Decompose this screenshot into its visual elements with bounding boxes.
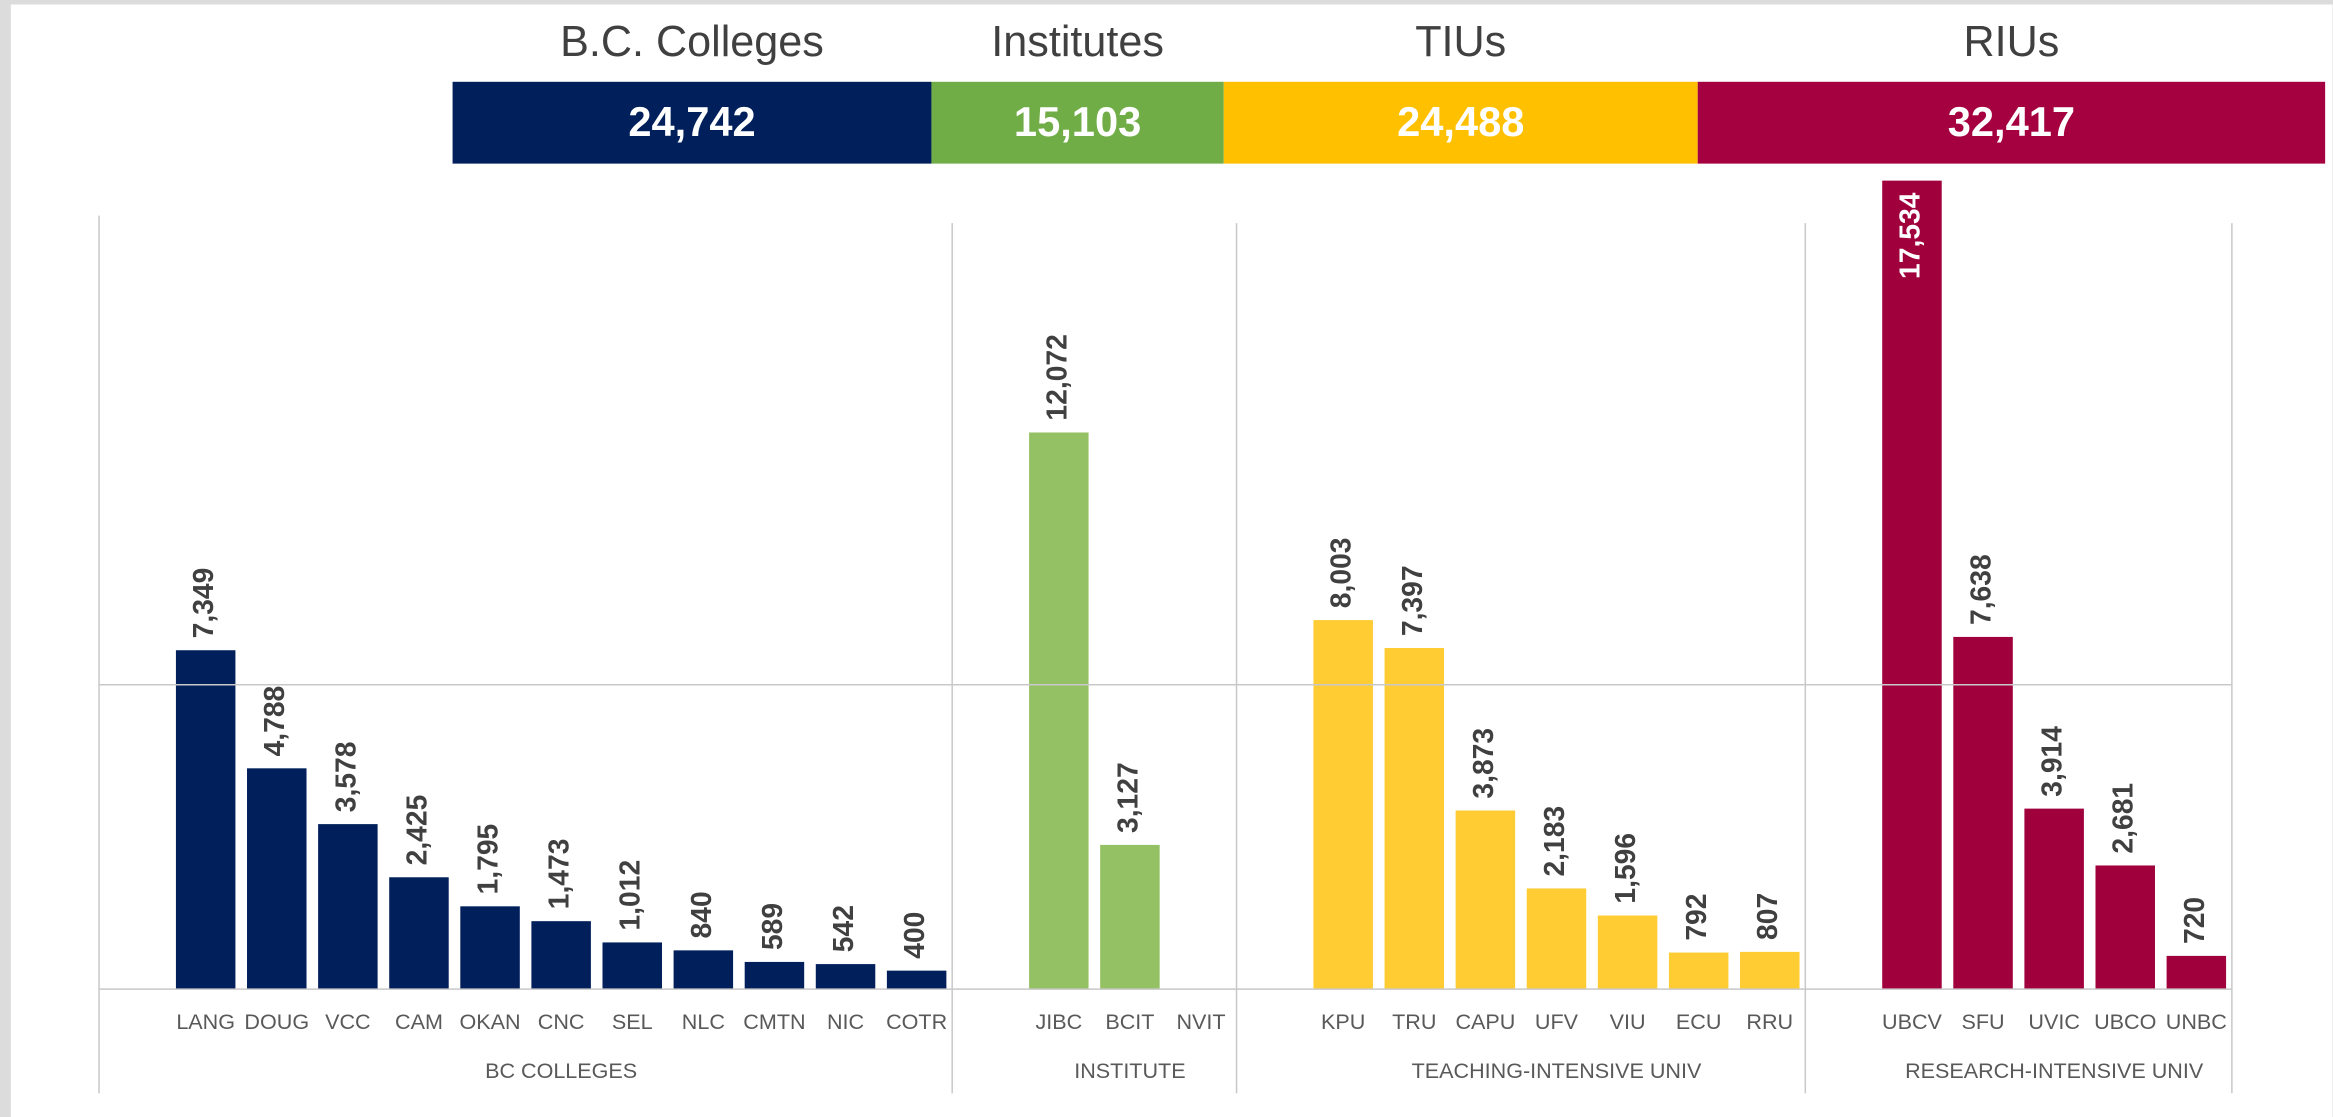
x-tick-label: UBCO (2094, 1009, 2156, 1034)
bar (1455, 810, 1516, 990)
summary-value: 24,742 (628, 98, 755, 145)
summary-box (452, 81, 932, 164)
x-tick-label: DOUG (244, 1009, 309, 1034)
data-label: 3,914 (2036, 726, 2068, 797)
x-tick-label: CAPU (1455, 1009, 1515, 1034)
bar (1384, 648, 1445, 990)
bar (886, 970, 947, 990)
x-tick-label: BCIT (1105, 1009, 1154, 1034)
group-label: TEACHING-INTENSIVE UNIV (1412, 1058, 1702, 1083)
data-label: 2,681 (2107, 783, 2139, 854)
bar (531, 921, 591, 990)
x-tick-label: SFU (1962, 1009, 2005, 1034)
x-tick-label: ECU (1676, 1009, 1722, 1034)
x-tick-label: LANG (176, 1009, 235, 1034)
x-tick-label: UFV (1535, 1009, 1579, 1034)
x-tick-label: OKAN (460, 1009, 521, 1034)
group-label: INSTITUTE (1074, 1058, 1185, 1083)
summary-box (931, 81, 1224, 164)
data-label: 12,072 (1040, 334, 1072, 420)
x-tick-label: CAM (395, 1009, 443, 1034)
bar (2024, 808, 2084, 990)
bar (1953, 636, 2013, 990)
summary-name: TIUs (1415, 18, 1506, 66)
bar (1313, 620, 1373, 990)
summary-value: 24,488 (1397, 98, 1524, 145)
data-label: 1,596 (1609, 833, 1641, 904)
x-tick-label: SEL (612, 1009, 653, 1034)
x-tick-label: JIBC (1035, 1009, 1082, 1034)
summary-name: Institutes (991, 18, 1164, 66)
x-tick-label: VCC (325, 1009, 371, 1034)
x-tick-label: RRU (1746, 1009, 1793, 1034)
data-label: 840 (685, 891, 717, 938)
data-label: 2,183 (1538, 806, 1570, 877)
bar (1668, 952, 1729, 990)
x-tick-label: COTR (886, 1009, 947, 1034)
data-label: 2,425 (400, 795, 432, 866)
x-tick-label: UNBC (2166, 1009, 2227, 1034)
bar (1029, 432, 1089, 990)
data-label: 3,873 (1467, 728, 1499, 799)
data-label: 7,397 (1396, 565, 1428, 636)
bar (673, 950, 734, 990)
x-tick-label: NVIT (1176, 1009, 1225, 1034)
bar (2166, 955, 2227, 990)
summary-value: 32,417 (1948, 98, 2075, 145)
x-tick-label: VIU (1610, 1009, 1646, 1034)
bar (1100, 844, 1160, 990)
bar (744, 961, 805, 990)
data-label: 3,127 (1111, 762, 1143, 833)
summary-box (1697, 81, 2326, 164)
data-label: 4,788 (258, 686, 290, 757)
bar (247, 768, 307, 990)
bar (175, 650, 236, 990)
summary-name: B.C. Colleges (560, 18, 824, 66)
bar (2095, 865, 2155, 990)
bar (318, 824, 378, 990)
data-label: 3,578 (329, 742, 361, 813)
data-label: 792 (1680, 894, 1712, 941)
x-tick-label: KPU (1321, 1009, 1365, 1034)
x-tick-label: NIC (827, 1009, 864, 1034)
data-label: 542 (827, 905, 859, 952)
data-label: 1,795 (472, 824, 504, 895)
x-tick-label: CNC (538, 1009, 585, 1034)
data-label: 7,349 (187, 568, 219, 639)
data-label: 807 (1751, 893, 1783, 940)
x-tick-label: UBCV (1882, 1009, 1942, 1034)
data-label: 589 (756, 903, 788, 950)
bar (1740, 951, 1800, 990)
bar (389, 877, 449, 990)
x-tick-label: TRU (1392, 1009, 1436, 1034)
data-label: 400 (898, 912, 930, 959)
bar (602, 942, 662, 990)
data-label: 8,003 (1325, 537, 1357, 608)
x-tick-label: UVIC (2028, 1009, 2079, 1034)
data-label: 1,012 (614, 860, 646, 931)
data-label: 7,638 (1965, 554, 1997, 625)
group-label: RESEARCH-INTENSIVE UNIV (1905, 1058, 2204, 1083)
data-label: 17,534 (1893, 192, 1925, 279)
bar (1882, 180, 1942, 990)
bar (1597, 915, 1658, 990)
x-tick-label: CMTN (743, 1009, 805, 1034)
bar (1526, 888, 1587, 990)
bar (815, 964, 876, 990)
bar (460, 906, 520, 990)
summary-name: RIUs (1964, 18, 2060, 66)
group-label: BC COLLEGES (485, 1058, 637, 1083)
summary-box (1223, 81, 1698, 164)
summary-value: 15,103 (1014, 98, 1141, 145)
data-label: 1,473 (543, 839, 575, 910)
x-tick-label: NLC (682, 1009, 725, 1034)
data-label: 720 (2178, 897, 2210, 944)
